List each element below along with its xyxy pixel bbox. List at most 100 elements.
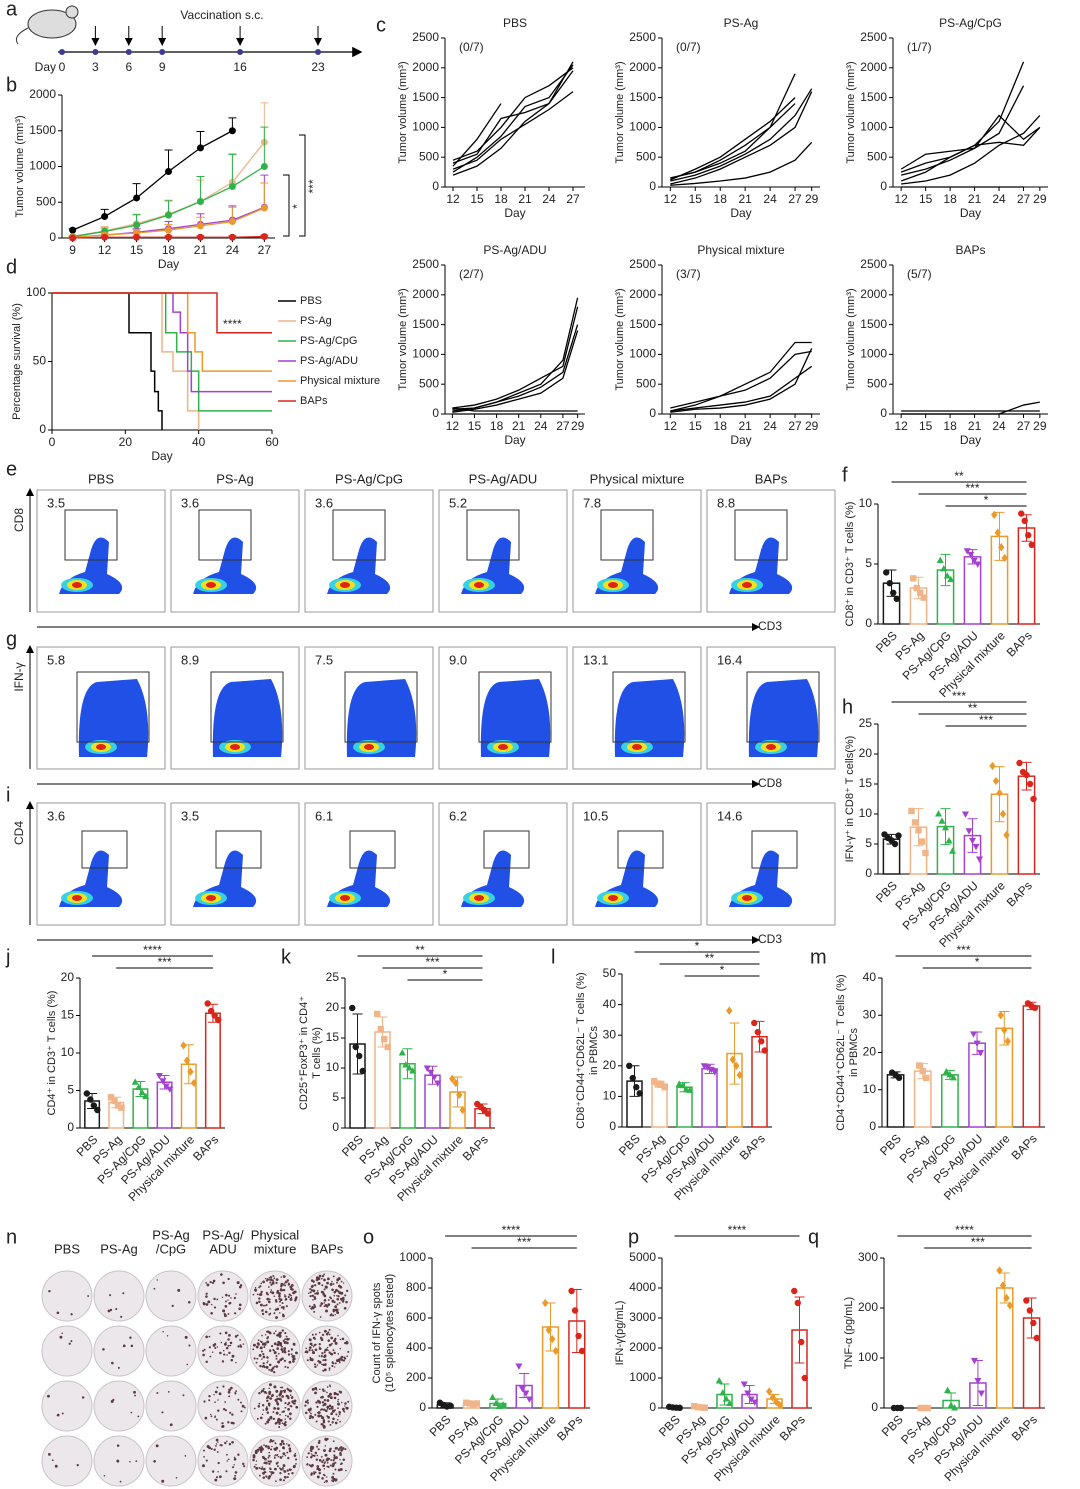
line [900,61,1025,173]
x-axis-label: Day [960,433,981,447]
spot [264,1422,267,1425]
panel-label: l [551,946,555,968]
spot [87,1295,90,1297]
spot [161,1479,165,1483]
spot [47,1394,50,1398]
flow-percentage: 3.6 [47,808,65,823]
spot [329,1314,332,1317]
spot [260,1416,263,1420]
spot [166,1335,169,1337]
flow-y-label: CD8 [12,508,26,532]
spot [316,1445,319,1448]
flow-density [742,582,752,588]
spot [262,1387,265,1390]
data-point [1001,553,1008,563]
spot [317,1277,321,1280]
spot [266,1279,269,1282]
spot [110,1361,114,1365]
spot [279,1418,283,1422]
mouse-icon [15,5,79,45]
spot [256,1345,258,1348]
line [452,330,579,413]
spot [310,1453,313,1455]
spot [237,1398,240,1401]
x-tick-label: 9 [69,243,76,257]
spot [324,1461,327,1464]
spot [258,1474,261,1477]
spot [260,1290,263,1294]
spot [318,1342,321,1346]
spot [219,1332,222,1335]
flow-percentage: 16.4 [717,652,742,667]
spot [292,1360,295,1363]
flow-gate [600,509,654,561]
spot [322,1419,325,1422]
spot [277,1455,280,1458]
spot [263,1346,266,1348]
spot [315,1278,319,1282]
spot [323,1408,326,1411]
spot [231,1440,234,1444]
flow-density [364,744,374,750]
spot [81,1396,85,1399]
spot [345,1300,348,1304]
spot [264,1471,267,1474]
spot [329,1282,333,1286]
x-tick-label: 24 [763,419,777,433]
flow-percentage: 3.5 [47,495,65,510]
spot [326,1408,329,1410]
flow-density [72,582,82,588]
y-tick-label: 2000 [860,287,887,301]
spot [255,1301,259,1305]
spot [291,1472,294,1475]
spot [324,1390,326,1392]
data-point [518,1385,526,1393]
spot [338,1358,341,1361]
data-point [744,1390,752,1397]
spot [316,1289,319,1292]
panel-label: a [6,0,18,20]
spot [281,1386,284,1389]
data-point [568,1287,575,1295]
y-tick-label: 500 [867,376,887,390]
panel-label: d [6,256,17,278]
spot [275,1480,277,1483]
spot [122,1292,125,1295]
spot [208,1399,211,1402]
y-axis-label: T cells (%) [311,1027,323,1079]
y-tick-label: 5 [67,1083,74,1097]
y-tick-label: 25 [326,970,340,984]
spot [306,1456,309,1459]
spot [335,1413,338,1416]
spot [237,1453,240,1456]
spot [271,1345,274,1348]
panel-label: j [5,946,10,968]
spot [273,1365,276,1368]
spot [286,1476,289,1479]
y-tick-label: 800 [406,1280,426,1294]
spot [281,1357,284,1361]
spot [313,1343,316,1346]
bar [1022,1005,1041,1128]
spot [312,1346,315,1348]
spot [116,1459,120,1463]
spot [287,1407,290,1411]
spot [238,1303,242,1307]
spot [328,1457,331,1460]
spot [254,1286,257,1289]
spot [241,1404,245,1408]
well [41,1325,93,1377]
spot [214,1390,218,1394]
spot [320,1408,323,1411]
spot [169,1423,173,1427]
spot [282,1275,286,1278]
spot [327,1415,331,1419]
spot [233,1477,237,1481]
y-tick-label: 0 [871,1400,878,1414]
spot [216,1386,219,1389]
spot [282,1339,285,1342]
line [670,73,796,179]
spot [327,1339,331,1342]
y-tick-label: 30 [603,1027,617,1041]
spot [235,1293,237,1295]
